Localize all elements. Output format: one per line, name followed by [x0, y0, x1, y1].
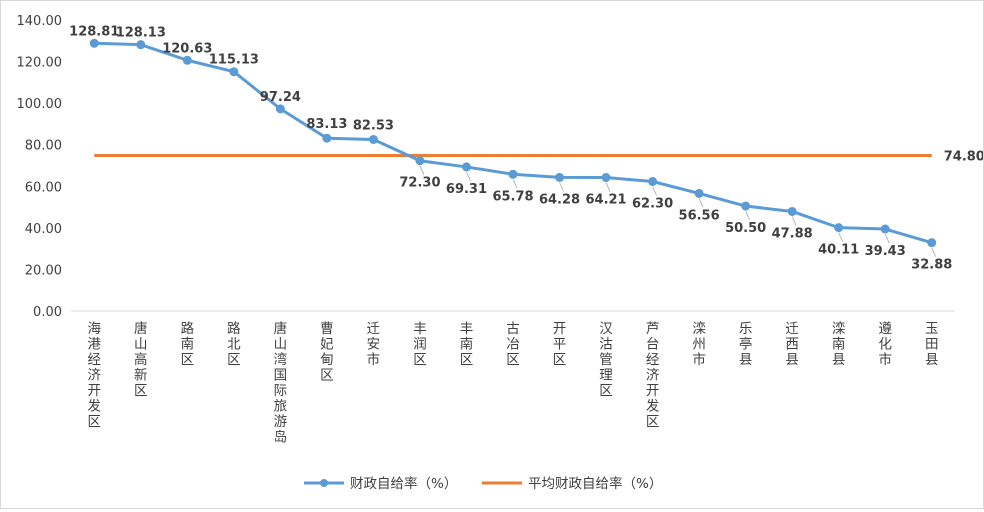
data-label: 56.56 — [679, 208, 720, 223]
data-point — [834, 223, 844, 233]
data-point — [741, 201, 751, 211]
category-label: 滦州市 — [692, 321, 706, 368]
ratio-series — [89, 38, 937, 248]
data-point — [461, 162, 471, 172]
y-tick-label: 0.00 — [33, 305, 62, 320]
data-label: 115.13 — [209, 53, 259, 68]
category-label: 遵化市 — [878, 320, 892, 368]
data-point — [601, 173, 611, 183]
data-point — [415, 156, 425, 166]
category-label: 滦南县 — [832, 321, 846, 368]
category-label: 迁西县 — [785, 321, 799, 368]
data-point — [89, 38, 99, 48]
data-label: 82.53 — [353, 118, 394, 133]
category-label: 乐亭县 — [739, 321, 753, 368]
category-label: 汉沽管理区 — [599, 321, 613, 399]
category-label: 海港经济开发区 — [88, 321, 102, 430]
label-leader-line — [884, 233, 890, 244]
data-label: 69.31 — [446, 182, 487, 197]
data-point — [508, 169, 518, 179]
data-label: 83.13 — [306, 117, 347, 132]
data-label: 128.13 — [116, 26, 166, 41]
category-label: 开平区 — [553, 321, 567, 368]
data-label: 62.30 — [632, 197, 673, 212]
category-label: 唐山高新区 — [134, 320, 148, 399]
y-tick-label: 80.00 — [25, 139, 62, 154]
label-leader-line — [559, 182, 564, 192]
y-tick-label: 40.00 — [25, 222, 62, 237]
data-label: 120.63 — [162, 41, 212, 56]
data-point — [368, 134, 378, 144]
data-point — [927, 238, 937, 248]
label-leader-line — [838, 232, 844, 242]
data-point — [694, 188, 704, 198]
data-label: 72.30 — [399, 176, 440, 191]
y-tick-label: 120.00 — [17, 56, 63, 71]
data-label: 47.88 — [772, 226, 813, 241]
x-axis: 海港经济开发区 唐山高新区 路南区 路北区 唐山湾国际旅游岛 曹妃甸区 迁安市 丰润区 丰南区 古… — [88, 320, 939, 446]
category-label: 曹妃甸区 — [320, 321, 334, 384]
category-label: 丰南区 — [460, 321, 474, 368]
data-point — [136, 40, 146, 50]
data-point — [555, 172, 565, 182]
label-leader-line — [419, 165, 425, 175]
data-point — [322, 133, 332, 143]
data-label: 40.11 — [818, 243, 859, 258]
label-leader-line — [466, 171, 471, 182]
data-point — [229, 67, 239, 77]
data-label: 32.88 — [911, 258, 952, 273]
data-label: 64.21 — [585, 193, 626, 208]
series-line — [94, 41, 933, 245]
category-label: 唐山湾国际旅游岛 — [274, 320, 288, 446]
category-label: 丰润区 — [413, 321, 427, 368]
y-tick-label: 60.00 — [25, 180, 62, 195]
data-point — [648, 177, 658, 187]
label-leader-line — [698, 198, 704, 208]
average-label: 74.80 — [944, 150, 983, 165]
category-label: 古冶区 — [506, 321, 520, 368]
label-leader-line — [652, 186, 657, 196]
category-label: 玉田县 — [925, 321, 939, 368]
data-point — [880, 224, 890, 234]
y-tick-label: 140.00 — [17, 14, 63, 29]
data-label: 97.24 — [260, 90, 301, 105]
legend-marker-ratio — [320, 479, 328, 487]
category-label: 芦台经济开发区 — [646, 321, 660, 430]
category-label: 路北区 — [227, 321, 241, 368]
label-leader-line — [745, 210, 750, 221]
data-point — [787, 206, 797, 216]
data-label: 50.50 — [725, 221, 766, 236]
data-point — [275, 104, 285, 114]
y-tick-label: 20.00 — [25, 263, 62, 278]
data-label: 128.81 — [69, 24, 119, 39]
label-leader-line — [931, 247, 937, 257]
label-leader-line — [512, 179, 518, 189]
legend-label-ratio: 财政自给率（%） — [350, 475, 457, 492]
data-label: 65.78 — [492, 189, 533, 204]
label-leader-line — [605, 182, 611, 192]
data-label: 64.28 — [539, 192, 580, 207]
label-leader-line — [791, 216, 797, 226]
legend: 财政自给率（%） 平均财政自给率（%） — [304, 475, 662, 492]
category-label: 迁安市 — [367, 321, 381, 368]
average-series: 74.80 — [94, 150, 984, 165]
y-axis: 0.00 20.00 40.00 60.00 80.00 100.00 120.00 140.… — [17, 14, 63, 320]
y-tick-label: 100.00 — [17, 97, 63, 112]
legend-label-average: 平均财政自给率（%） — [528, 475, 662, 492]
data-point — [182, 55, 192, 65]
data-label: 39.43 — [865, 244, 906, 259]
category-label: 路南区 — [181, 321, 195, 368]
